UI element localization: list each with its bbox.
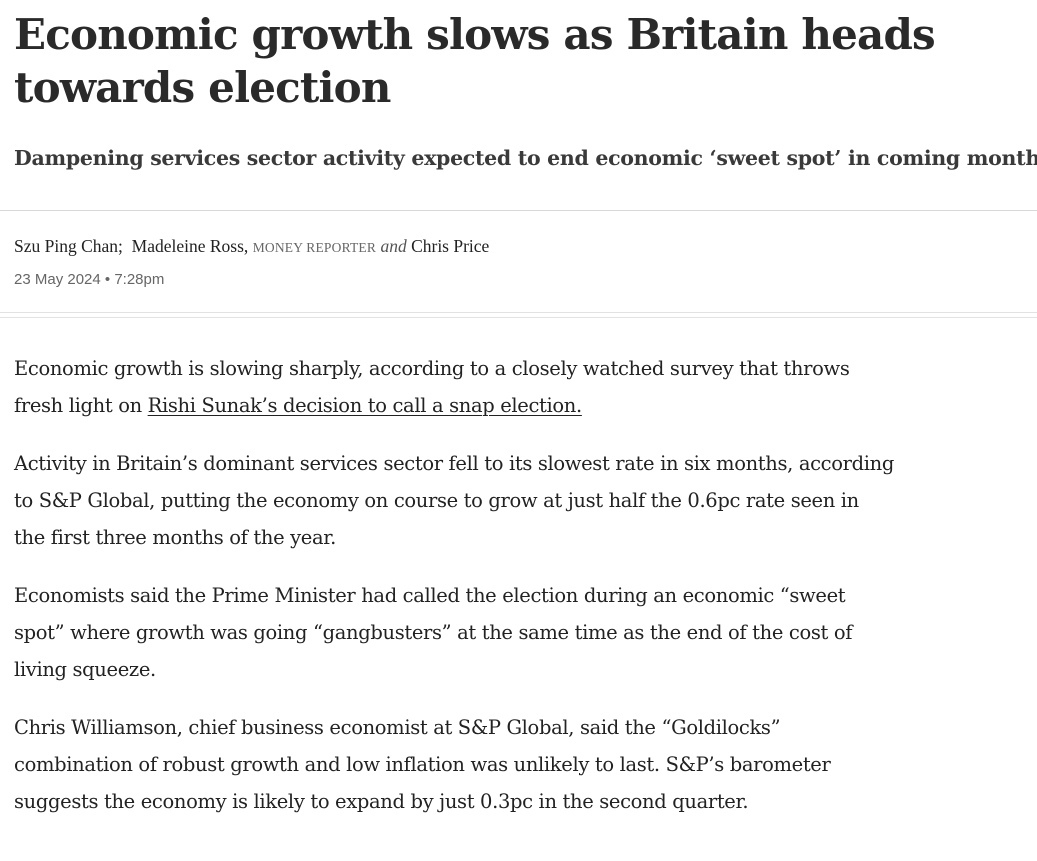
author-role: MONEY REPORTER (252, 240, 377, 255)
divider (0, 210, 1037, 211)
author-link-szu-ping-chan[interactable]: Szu Ping Chan; (14, 236, 123, 256)
paragraph-4: Chris Williamson, chief business economi… (14, 716, 831, 813)
headline: Economic growth slows as Britain heads t… (14, 10, 936, 112)
divider (0, 317, 1037, 318)
inline-link-snap-election[interactable]: Rishi Sunak’s decision to call a snap el… (147, 394, 583, 417)
author-link-chris-price[interactable]: Chris Price (411, 236, 490, 256)
divider (0, 312, 1037, 313)
byline: Szu Ping Chan; Madeleine Ross, MONEY REP… (14, 234, 489, 260)
publish-date: 23 May 2024 • 7:28pm (14, 271, 165, 288)
standfirst: Dampening services sector activity expec… (14, 146, 1037, 170)
paragraph-3: Economists said the Prime Minister had c… (14, 584, 853, 681)
byline-conjunction: and (380, 236, 407, 256)
article-body: Economic growth is slowing sharply, acco… (14, 350, 894, 841)
paragraph-1: Economic growth is slowing sharply, acco… (14, 350, 894, 424)
paragraph-2: Activity in Britain’s dominant services … (14, 452, 894, 549)
author-link-madeleine-ross[interactable]: Madeleine Ross, (131, 236, 249, 256)
paragraph-1-text: Economic growth is slowing sharply, acco… (14, 357, 850, 417)
